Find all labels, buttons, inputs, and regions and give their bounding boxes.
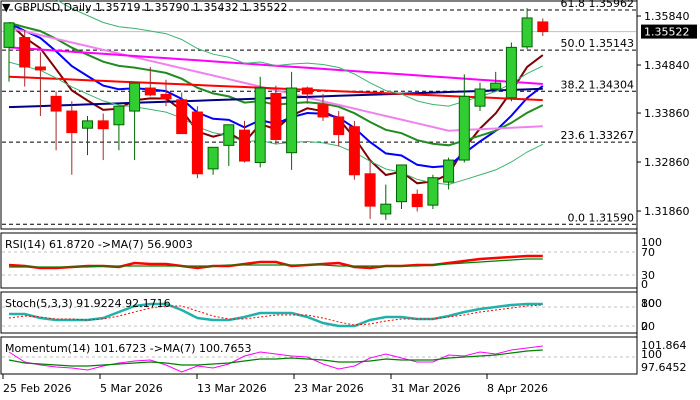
bearish-candle bbox=[411, 193, 423, 208]
date-tick: 5 Mar 2026 bbox=[100, 382, 163, 395]
fib-label: 0.0 1.31590 bbox=[568, 211, 634, 224]
chart-title: ▼ GBPUSD,Daily 1.35719 1.35790 1.35432 1… bbox=[2, 1, 287, 14]
bearish-candle bbox=[160, 93, 172, 100]
bearish-candle bbox=[348, 126, 360, 176]
bullish-candle bbox=[113, 105, 125, 126]
rsi-line bbox=[8, 254, 543, 270]
indicator-scale: 80 bbox=[641, 297, 655, 310]
bullish-candle bbox=[286, 87, 298, 154]
bearish-candle bbox=[50, 95, 62, 112]
bearish-candle bbox=[301, 87, 313, 95]
bearish-candle bbox=[66, 110, 78, 134]
bullish-candle bbox=[458, 95, 470, 161]
bearish-candle bbox=[317, 104, 329, 118]
bearish-candle bbox=[270, 92, 282, 140]
dropdown-arrow-icon: ▼ bbox=[2, 1, 14, 14]
momentum-line bbox=[8, 345, 543, 373]
bearish-candle bbox=[97, 120, 109, 130]
indicator-plots bbox=[2, 251, 636, 373]
bullish-candle bbox=[443, 159, 455, 183]
bullish-candle bbox=[490, 82, 502, 90]
bearish-candle bbox=[333, 116, 345, 136]
indicator-scale: 70 bbox=[641, 246, 655, 259]
indicator-scale: 100 bbox=[641, 348, 662, 361]
date-tick: 23 Mar 2026 bbox=[294, 382, 364, 395]
bearish-candle bbox=[191, 111, 203, 175]
indicator-scale: 20 bbox=[641, 320, 655, 333]
bullish-candle bbox=[521, 17, 533, 48]
bullish-candle bbox=[129, 82, 141, 112]
bollinger-upper bbox=[55, 0, 544, 107]
bearish-candle bbox=[239, 129, 250, 162]
price-tick: 1.31860 bbox=[644, 205, 690, 218]
stoch-signal-line bbox=[8, 304, 543, 326]
price-tick: 1.32860 bbox=[644, 156, 690, 169]
bullish-candle bbox=[396, 164, 407, 203]
bullish-candle bbox=[3, 22, 15, 48]
bearish-candle bbox=[34, 66, 46, 71]
date-tick: 31 Mar 2026 bbox=[391, 382, 461, 395]
rsi-ma-line bbox=[9, 258, 543, 268]
price-tick: 1.33860 bbox=[644, 107, 690, 120]
indicator-scale: 101.864 bbox=[641, 339, 687, 352]
bearish-candle bbox=[537, 21, 549, 33]
bullish-candle bbox=[427, 177, 439, 206]
stoch-label: Stoch(5,3,3) 91.9224 92.1716 bbox=[5, 297, 171, 310]
indicator-scale: 97.6452 bbox=[641, 361, 687, 374]
bullish-candle bbox=[223, 124, 235, 146]
bearish-candle bbox=[19, 37, 31, 68]
bullish-candle bbox=[505, 46, 517, 99]
bullish-candle bbox=[82, 120, 93, 129]
stoch-main-line bbox=[9, 302, 543, 328]
bullish-candle bbox=[474, 88, 486, 107]
rsi-label: RSI(14) 61.8720 ->MA(7) 56.9003 bbox=[5, 238, 193, 251]
bullish-candle bbox=[380, 203, 392, 215]
bullish-candle bbox=[207, 146, 219, 170]
indicator-scale: 100 bbox=[641, 297, 662, 310]
fib-label: 23.6 1.33267 bbox=[561, 129, 634, 142]
bearish-candle bbox=[144, 87, 156, 96]
price-tick: 1.34840 bbox=[644, 59, 690, 72]
current-price-tag bbox=[641, 24, 697, 39]
indicator-scale: 0 bbox=[641, 278, 648, 291]
bearish-candle bbox=[176, 99, 188, 135]
fib-label: 50.0 1.35143 bbox=[561, 37, 634, 50]
date-tick: 25 Feb 2026 bbox=[3, 382, 71, 395]
date-tick: 8 Apr 2026 bbox=[487, 382, 548, 395]
bearish-candle bbox=[364, 173, 376, 207]
bullish-candle bbox=[254, 87, 266, 164]
fib-label: 38.2 1.34304 bbox=[561, 78, 634, 91]
indicator-scale: 100 bbox=[641, 236, 662, 249]
fib-label: 61.8 1.35962 bbox=[561, 0, 634, 10]
indicator-scale: 30 bbox=[641, 269, 655, 282]
momentum-label: Momentum(14) 101.6723 ->MA(7) 100.7653 bbox=[5, 342, 252, 355]
price-tick: 1.35840 bbox=[644, 10, 690, 23]
price-plot: 61.8 1.35962 50.0 1.35143 38.2 1.34304 23.6… bbox=[2, 0, 636, 225]
indicator-scale: 0 bbox=[641, 320, 648, 333]
current-price-value: 1.35522 bbox=[644, 26, 690, 39]
momentum-ma-line bbox=[8, 349, 543, 367]
date-tick: 13 Mar 2026 bbox=[197, 382, 267, 395]
